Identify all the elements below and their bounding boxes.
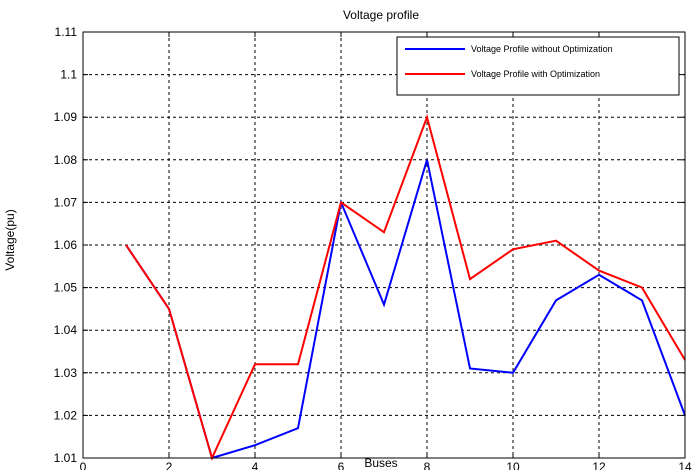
series-line-2 (125, 113, 686, 461)
y-tick-label: 1.11 (55, 25, 78, 39)
x-tick-label: 12 (592, 460, 606, 470)
series-line-1 (125, 159, 686, 460)
x-tick-label: 14 (678, 460, 692, 470)
x-tick-label: 0 (80, 460, 87, 470)
legend-box (396, 36, 680, 96)
y-tick-label: 1.01 (54, 451, 78, 465)
legend-label: Voltage Profile without Optimization (471, 44, 613, 54)
y-tick-label: 1.06 (54, 238, 78, 252)
y-tick-label: 1.03 (54, 366, 78, 380)
grid-lines (83, 32, 685, 458)
y-tick-label: 1.04 (54, 323, 78, 337)
plot-area (82, 31, 686, 461)
y-tick-labels: 1.011.021.031.041.051.061.071.081.091.11… (54, 25, 78, 465)
y-tick-label: 1.02 (54, 408, 78, 422)
x-tick-label: 4 (252, 460, 259, 470)
x-tick-label: 10 (506, 460, 520, 470)
chart-title: Voltage profile (343, 8, 419, 22)
y-tick-label: 1.09 (54, 110, 78, 124)
y-tick-label: 1.07 (54, 195, 78, 209)
y-tick-label: 1.1 (60, 68, 77, 82)
legend: Voltage Profile without Optimization Volt… (396, 36, 680, 96)
x-tick-label: 2 (166, 460, 173, 470)
series-lines (125, 113, 686, 461)
y-axis-label: Voltage(pu) (3, 209, 17, 270)
axis-ticks (82, 31, 686, 459)
legend-label: Voltage Profile with Optimization (471, 69, 600, 79)
x-axis-label: Buses (364, 456, 397, 470)
x-tick-label: 6 (338, 460, 345, 470)
x-tick-labels: 0 2 4 6 8 10 12 14 (80, 460, 692, 470)
x-tick-label: 8 (424, 460, 431, 470)
y-tick-label: 1.08 (54, 153, 78, 167)
y-tick-label: 1.05 (54, 281, 78, 295)
